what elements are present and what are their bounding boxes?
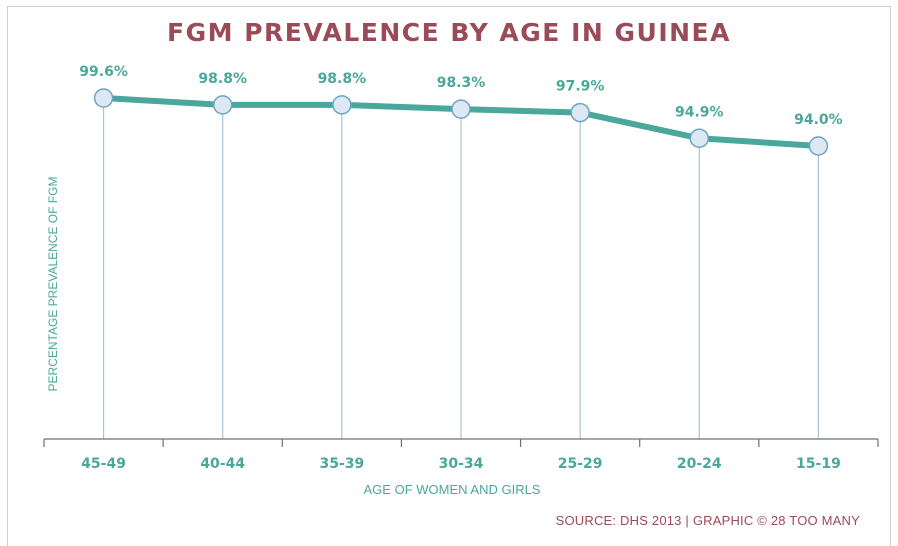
data-label: 94.0% (794, 112, 843, 128)
data-labels: 99.6% 98.8% 98.8% 98.3% 97.9% 94.9% 94.0% (79, 64, 842, 128)
data-point (332, 95, 352, 115)
source-credit: SOURCE: DHS 2013 | GRAPHIC © 28 TOO MANY (555, 513, 860, 528)
x-axis-ticks (43, 439, 879, 447)
data-label: 97.9% (556, 79, 605, 95)
data-label: 99.6% (79, 64, 128, 80)
drop-lines (102, 98, 820, 439)
x-tick-label: 20-24 (677, 456, 722, 472)
data-label: 98.8% (198, 71, 247, 87)
data-label: 98.3% (437, 75, 486, 91)
x-tick-label: 45-49 (81, 456, 126, 472)
data-points (93, 88, 829, 156)
chart-title: FGM PREVALENCE BY AGE IN GUINEA (167, 18, 731, 47)
data-point (808, 136, 829, 156)
data-point (570, 102, 590, 123)
y-axis-label: PERCENTAGE PREVALENCE OF FGM (46, 177, 60, 392)
x-tick-label: 15-19 (796, 456, 841, 472)
x-tick-labels: 45-49 40-44 35-39 30-34 25-29 20-24 15-19 (81, 456, 841, 472)
data-point (212, 95, 233, 115)
chart-frame (7, 6, 891, 546)
x-tick-label: 25-29 (558, 456, 603, 472)
data-point (689, 128, 710, 149)
x-axis-label: AGE OF WOMEN AND GIRLS (364, 482, 541, 497)
data-label: 94.9% (675, 104, 724, 120)
x-tick-label: 35-39 (319, 456, 364, 472)
x-tick-label: 40-44 (200, 456, 245, 472)
data-point (93, 88, 114, 108)
data-label: 98.8% (318, 71, 367, 87)
x-tick-label: 30-34 (439, 456, 484, 472)
data-point (451, 99, 471, 119)
